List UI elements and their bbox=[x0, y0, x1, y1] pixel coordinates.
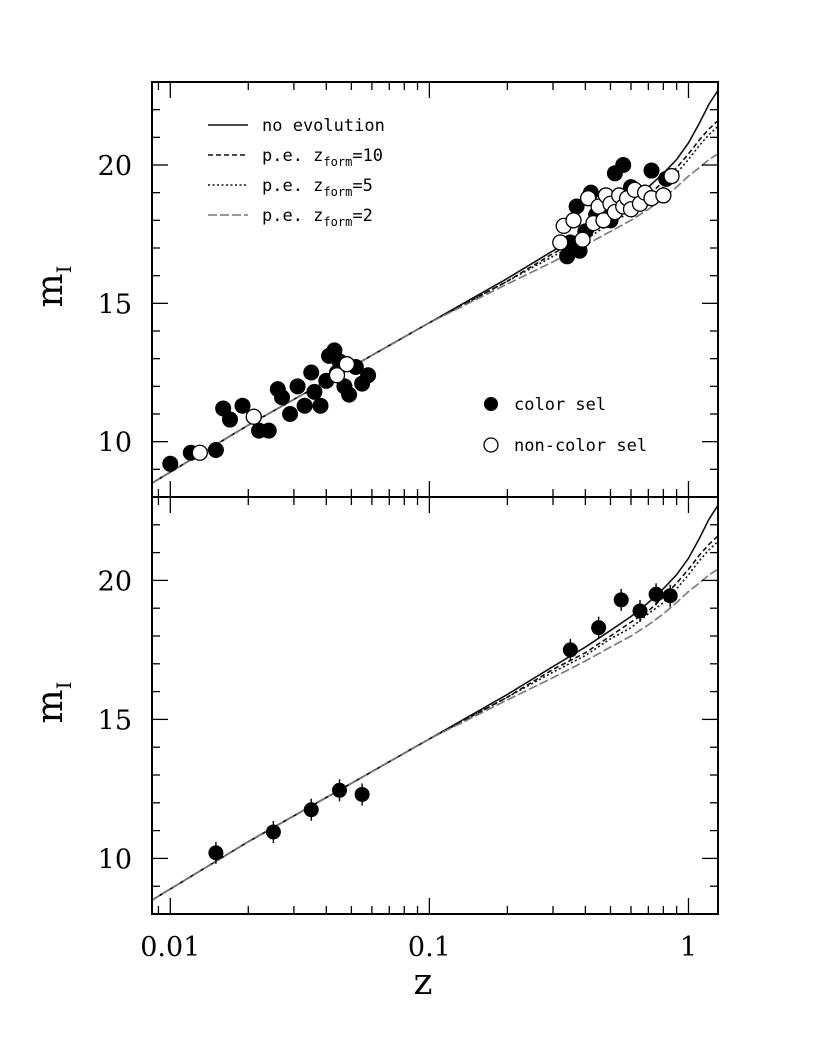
legend-marker-open bbox=[483, 437, 499, 453]
data-point-non-color-sel bbox=[338, 356, 355, 373]
data-point-non-color-sel bbox=[655, 187, 672, 204]
plot-frame bbox=[151, 496, 719, 915]
data-point-binned bbox=[332, 782, 348, 798]
data-point-color-sel bbox=[260, 422, 277, 439]
y-tick-label: 10 bbox=[98, 428, 132, 459]
model-curve-noevo bbox=[152, 504, 718, 901]
data-point-color-sel bbox=[289, 378, 306, 395]
legend-label-pe10: p.e. zform=10 bbox=[262, 146, 383, 169]
x-tick-label: 1 bbox=[680, 932, 697, 963]
data-point-binned bbox=[648, 586, 664, 602]
x-tick-label: 0.01 bbox=[140, 932, 200, 963]
data-point-binned bbox=[208, 845, 224, 861]
data-point-color-sel bbox=[559, 248, 576, 265]
model-curve-pe2 bbox=[152, 153, 718, 484]
data-point-color-sel bbox=[615, 157, 632, 173]
model-curve-pe10 bbox=[152, 535, 718, 901]
data-point-color-sel bbox=[341, 386, 358, 403]
data-point-color-sel bbox=[274, 389, 291, 406]
legend-label-marker: non-color sel bbox=[514, 436, 647, 456]
legend-marker-filled bbox=[484, 397, 498, 411]
data-point-binned bbox=[354, 786, 370, 802]
data-point-color-sel bbox=[568, 198, 585, 215]
data-point-non-color-sel bbox=[565, 212, 582, 229]
legend-label-pe2: p.e. zform=2 bbox=[262, 206, 373, 229]
model-curve-pe10 bbox=[152, 120, 718, 484]
legend-label-marker: color sel bbox=[514, 395, 606, 415]
legend-markers: color sel non-color sel bbox=[483, 395, 647, 456]
plot-frame bbox=[151, 81, 719, 498]
model-curve-pe2 bbox=[152, 568, 718, 901]
y-tick-label: 15 bbox=[98, 289, 132, 320]
data-point-binned bbox=[662, 588, 678, 604]
model-curve-pe5 bbox=[152, 540, 718, 901]
data-point-color-sel bbox=[282, 406, 299, 422]
model-curves bbox=[152, 504, 718, 901]
data-point-binned bbox=[591, 620, 607, 636]
data-point-color-sel bbox=[234, 397, 251, 414]
data-point-non-color-sel bbox=[191, 444, 208, 461]
data-point-non-color-sel bbox=[328, 367, 346, 384]
panel-top: 10 15 20 mI no evolution p.e. zform=10 p.e. zf… bbox=[30, 81, 719, 498]
data-point-color-sel bbox=[162, 455, 179, 472]
model-curves bbox=[152, 89, 718, 484]
legend-label-pe5: p.e. zform=5 bbox=[262, 176, 373, 199]
data-point-binned bbox=[303, 802, 319, 818]
data-point-binned bbox=[265, 824, 281, 840]
data-point-non-color-sel bbox=[552, 234, 569, 251]
y-tick-label: 10 bbox=[98, 844, 132, 875]
data-point-binned bbox=[613, 592, 629, 608]
data-point-color-sel bbox=[296, 397, 313, 414]
data-point-non-color-sel bbox=[663, 167, 680, 185]
x-axis-title: z bbox=[414, 962, 433, 1003]
data-point-binned bbox=[562, 642, 578, 658]
y-tick-label: 20 bbox=[98, 151, 132, 182]
legend-models: no evolution p.e. zform=10 p.e. zform=5 p.e… bbox=[208, 116, 385, 229]
y-tick-label: 15 bbox=[98, 705, 132, 736]
data-point-color-sel bbox=[207, 441, 224, 458]
model-curve-noevo bbox=[152, 89, 718, 484]
legend-label-noevo: no evolution bbox=[262, 116, 385, 136]
data-point-color-sel bbox=[221, 411, 238, 428]
data-point-non-color-sel bbox=[574, 231, 591, 248]
data-point-color-sel bbox=[643, 162, 660, 179]
data-point-color-sel bbox=[312, 397, 329, 414]
data-point-color-sel bbox=[306, 383, 323, 400]
y-axis-title: mI bbox=[30, 265, 76, 307]
data-point-binned bbox=[632, 603, 648, 619]
data-point-color-sel bbox=[303, 364, 320, 381]
data-point-non-color-sel bbox=[245, 408, 262, 425]
panel-bottom: 10 15 20 mI 0.01 0.1 1 z bbox=[30, 496, 719, 1003]
y-axis-title: mI bbox=[30, 681, 76, 723]
y-tick-label: 20 bbox=[98, 566, 132, 597]
data-point-color-sel bbox=[360, 367, 377, 384]
data-point-non-color-sel bbox=[595, 212, 612, 229]
x-tick-label: 0.1 bbox=[408, 932, 451, 963]
